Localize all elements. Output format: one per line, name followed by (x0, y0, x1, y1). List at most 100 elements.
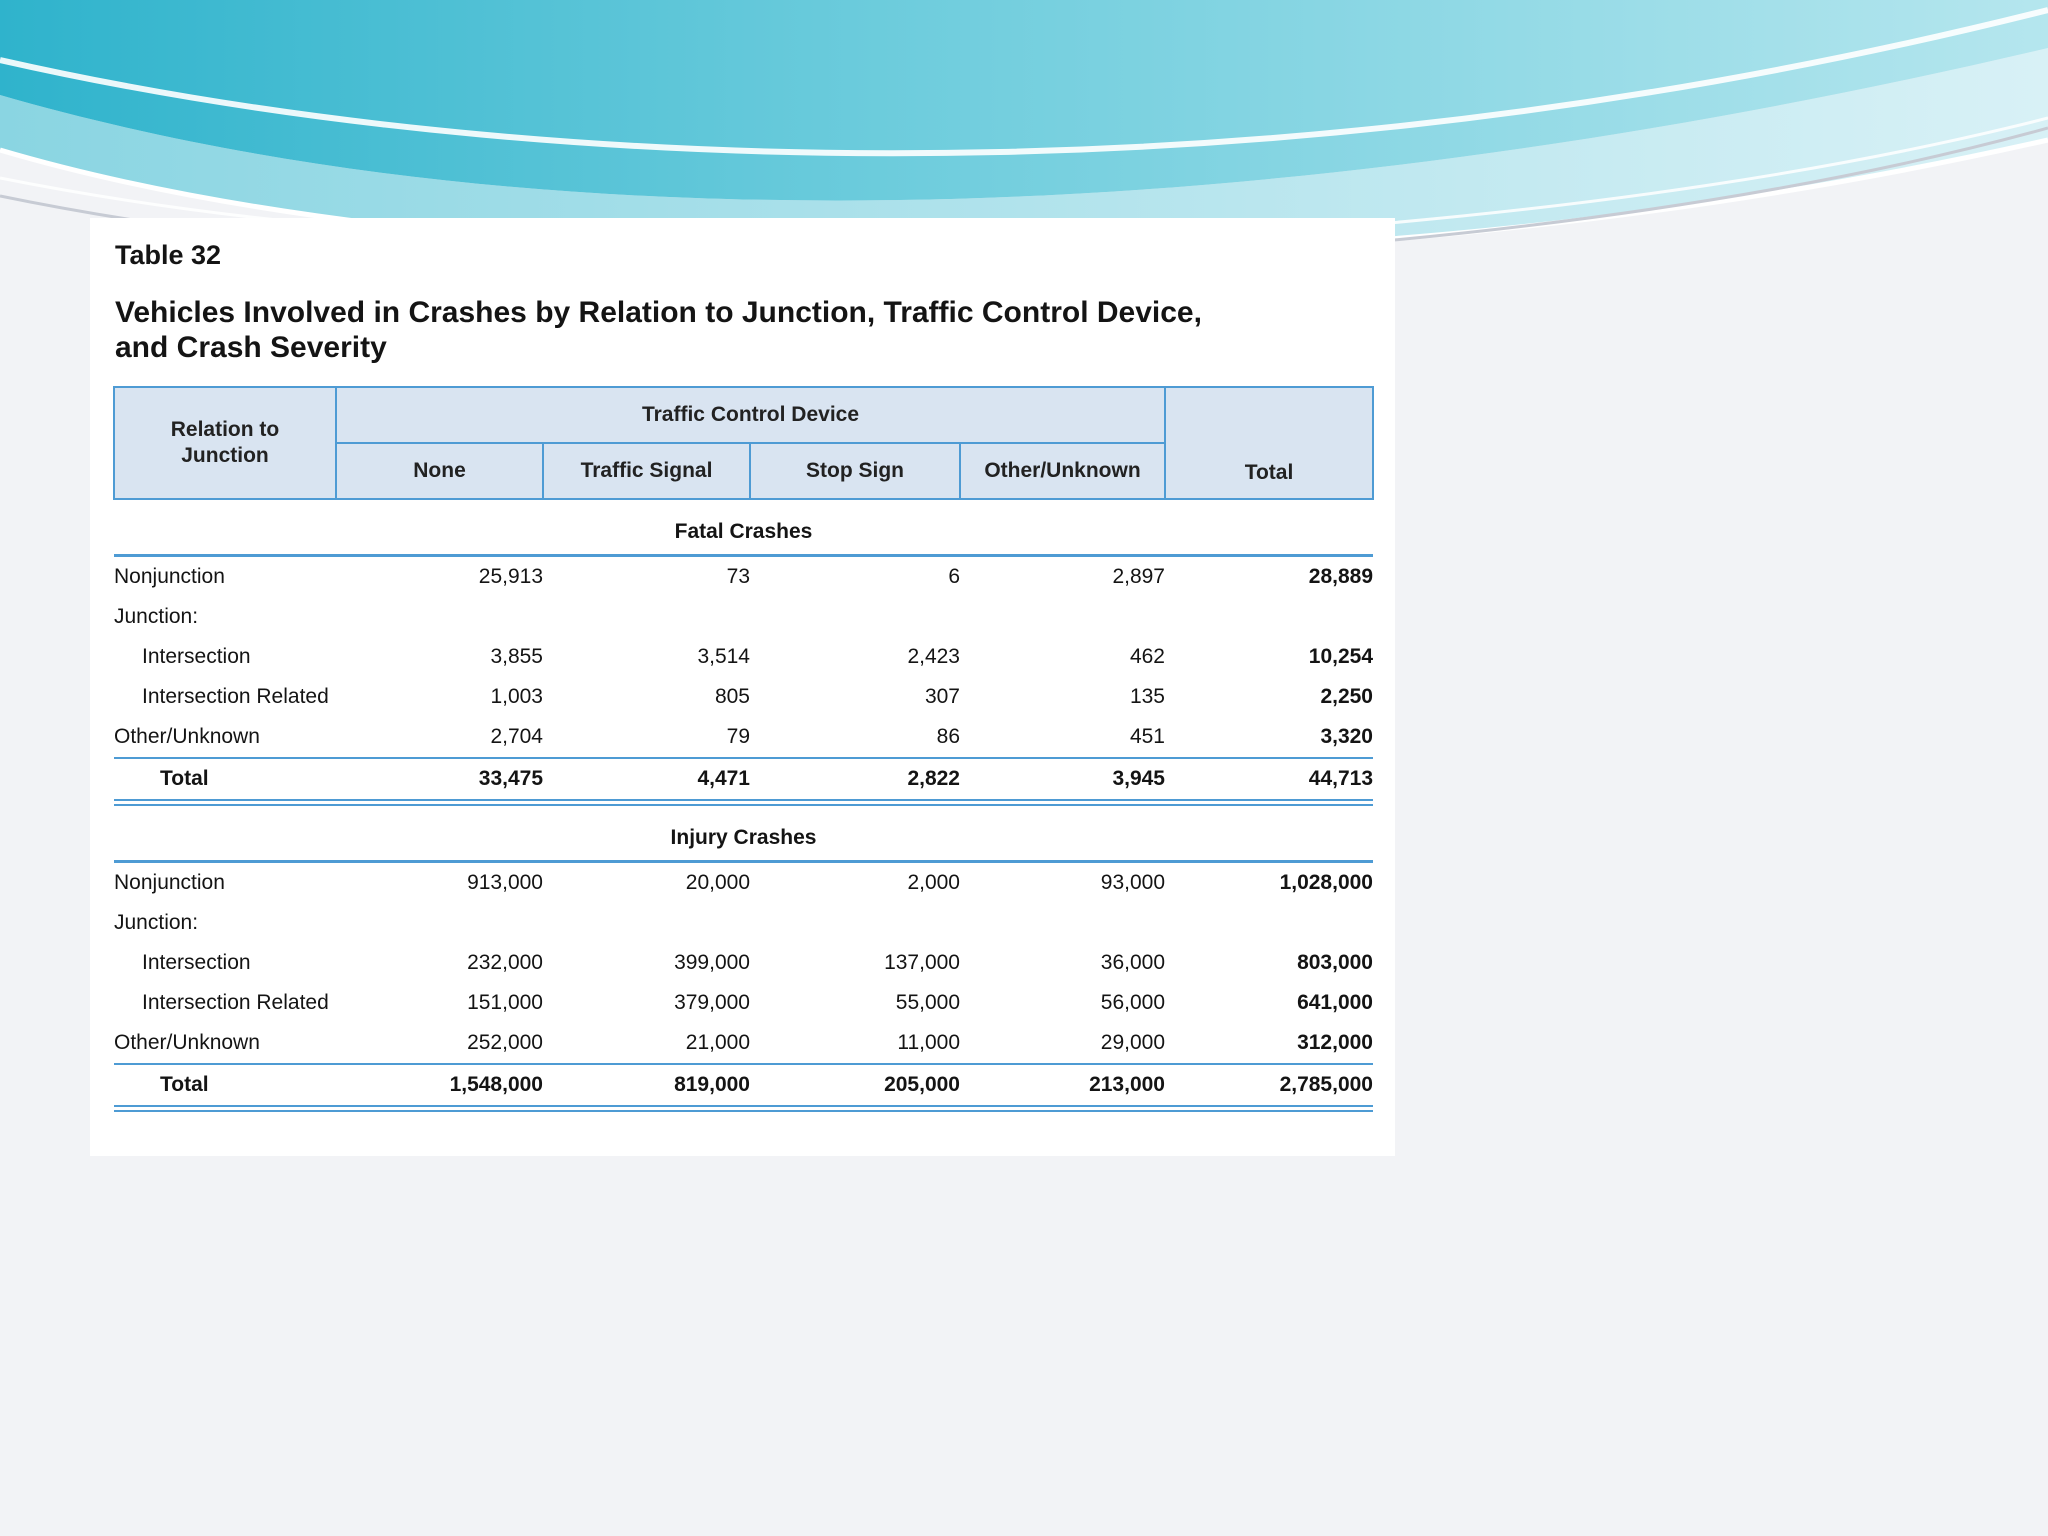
cell-other-unknown: 36,000 (1100, 950, 1165, 974)
cell-traffic-signal: 20,000 (685, 870, 750, 894)
cell-total: 44,713 (1165, 756, 1373, 806)
table-row: Nonjunction 25,913 73 6 2,897 28,889 (114, 555, 1373, 597)
row-label: Total (114, 1062, 336, 1112)
cell-none: 252,000 (467, 1030, 543, 1054)
table-row: Other/Unknown 252,000 21,000 11,000 29,0… (114, 1023, 1373, 1064)
cell-traffic-signal: 21,000 (685, 1030, 750, 1054)
row-label: Other/Unknown (114, 1030, 260, 1054)
cell-stop-sign: 11,000 (897, 1030, 960, 1054)
cell-traffic-signal: 4,471 (543, 756, 750, 806)
cell-traffic-signal (543, 597, 750, 637)
table-row: Nonjunction 913,000 20,000 2,000 93,000 … (114, 861, 1373, 903)
header-none: None (335, 441, 544, 500)
cell-total: 803,000 (1297, 950, 1373, 974)
cell-other-unknown: 451 (1129, 724, 1165, 748)
cell-total: 1,028,000 (1279, 870, 1373, 894)
header-other-unknown: Other/Unknown (959, 441, 1166, 500)
row-label: Intersection (142, 950, 251, 974)
cell-other-unknown: 93,000 (1100, 870, 1165, 894)
cell-total: 641,000 (1297, 990, 1373, 1014)
cell-none: 232,000 (467, 950, 543, 974)
cell-none: 33,475 (336, 756, 543, 806)
cell-stop-sign: 137,000 (884, 950, 960, 974)
cell-stop-sign: 2,000 (907, 870, 960, 894)
cell-other-unknown: 2,897 (1112, 564, 1165, 588)
row-label: Nonjunction (114, 870, 225, 894)
section-title-row: Fatal Crashes (114, 498, 1373, 557)
table-row: Intersection Related 151,000 379,000 55,… (114, 983, 1373, 1023)
total-row: Total 1,548,000 819,000 205,000 213,000 … (114, 1062, 1373, 1112)
cell-traffic-signal: 399,000 (674, 950, 750, 974)
cell-none (336, 903, 543, 943)
cell-none: 2,704 (490, 724, 543, 748)
table-panel: Table 32 Vehicles Involved in Crashes by… (90, 218, 1395, 1156)
cell-other-unknown (960, 903, 1165, 943)
table-row: Intersection 3,855 3,514 2,423 462 10,25… (114, 637, 1373, 677)
cell-total: 28,889 (1308, 564, 1373, 588)
cell-other-unknown (960, 597, 1165, 637)
cell-traffic-signal (543, 903, 750, 943)
cell-none (336, 597, 543, 637)
header-stop-sign: Stop Sign (749, 441, 961, 500)
section-title-row: Injury Crashes (114, 802, 1373, 863)
cell-traffic-signal: 79 (726, 724, 750, 748)
slide-title-line2: and Crash Severity (115, 331, 387, 365)
slide-title: Vehicles Involved in Crashes by Relation… (115, 295, 1375, 366)
section-injury-crashes: Injury Crashes Nonjunction 913,000 20,00… (114, 802, 1373, 1112)
cell-traffic-signal: 805 (714, 684, 750, 708)
header-relation-to-junction: Relation to Junction (113, 385, 337, 500)
cell-none: 1,003 (490, 684, 543, 708)
table-header: Relation to Junction Traffic Control Dev… (113, 385, 1374, 500)
cell-stop-sign: 205,000 (750, 1062, 960, 1112)
section-title: Injury Crashes (114, 802, 1373, 863)
cell-total: 2,250 (1320, 684, 1373, 708)
cell-other-unknown: 3,945 (960, 756, 1165, 806)
cell-stop-sign (750, 597, 960, 637)
cell-none: 25,913 (478, 564, 543, 588)
table-number-label: Table 32 (115, 240, 222, 270)
header-traffic-control-device: Traffic Control Device (335, 385, 1166, 444)
cell-other-unknown: 29,000 (1100, 1030, 1165, 1054)
header-total: Total (1164, 385, 1374, 500)
cell-stop-sign: 2,822 (750, 756, 960, 806)
row-label: Intersection (142, 644, 251, 668)
cell-traffic-signal: 379,000 (674, 990, 750, 1014)
row-label: Junction: (114, 910, 199, 934)
table-row: Junction: (114, 903, 1373, 943)
cell-none: 3,855 (490, 644, 543, 668)
row-label: Intersection Related (142, 990, 329, 1014)
section-fatal-crashes: Fatal Crashes Nonjunction 25,913 73 6 2,… (114, 498, 1373, 806)
row-label: Intersection Related (142, 684, 329, 708)
cell-total: 3,320 (1320, 724, 1373, 748)
cell-total: 312,000 (1297, 1030, 1373, 1054)
cell-traffic-signal: 73 (726, 564, 750, 588)
cell-none: 1,548,000 (336, 1062, 543, 1112)
cell-stop-sign: 2,423 (907, 644, 960, 668)
slide-title-line1: Vehicles Involved in Crashes by Relation… (115, 296, 1202, 329)
cell-stop-sign: 55,000 (895, 990, 960, 1014)
row-label: Nonjunction (114, 564, 225, 588)
table-row: Junction: (114, 597, 1373, 637)
cell-stop-sign: 86 (936, 724, 960, 748)
row-label: Other/Unknown (114, 724, 260, 748)
row-label: Total (114, 756, 336, 806)
cell-none: 151,000 (467, 990, 543, 1014)
cell-stop-sign: 307 (924, 684, 960, 708)
row-label: Junction: (114, 604, 199, 628)
cell-stop-sign: 6 (948, 564, 960, 588)
cell-other-unknown: 462 (1129, 644, 1165, 668)
table-row: Intersection 232,000 399,000 137,000 36,… (114, 943, 1373, 983)
cell-other-unknown: 213,000 (960, 1062, 1165, 1112)
cell-traffic-signal: 3,514 (697, 644, 750, 668)
cell-total (1165, 903, 1373, 943)
crash-data-table: Relation to Junction Traffic Control Dev… (113, 385, 1374, 1112)
cell-stop-sign (750, 903, 960, 943)
table-row: Other/Unknown 2,704 79 86 451 3,320 (114, 717, 1373, 758)
cell-total (1165, 597, 1373, 637)
cell-total: 10,254 (1308, 644, 1373, 668)
cell-other-unknown: 135 (1129, 684, 1165, 708)
total-row: Total 33,475 4,471 2,822 3,945 44,713 (114, 756, 1373, 806)
header-traffic-signal: Traffic Signal (542, 441, 751, 500)
cell-other-unknown: 56,000 (1100, 990, 1165, 1014)
